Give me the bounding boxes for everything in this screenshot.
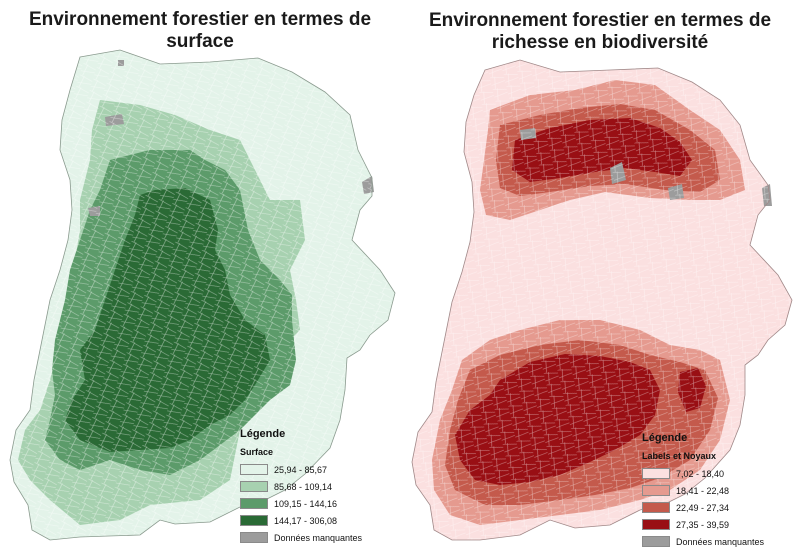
legend-swatch bbox=[240, 464, 268, 475]
choropleth-map-biodiversity bbox=[411, 59, 793, 541]
legend-label: 144,17 - 306,08 bbox=[274, 515, 338, 526]
legend-row: 7,02 - 18,40 bbox=[642, 465, 764, 482]
legend-label: 109,15 - 144,16 bbox=[274, 498, 338, 509]
legend-swatch bbox=[642, 502, 670, 513]
legend-label: Données manquantes bbox=[676, 536, 765, 547]
legend-row: 109,15 - 144,16 bbox=[240, 495, 362, 512]
legend-row: 25,94 - 85,67 bbox=[240, 461, 362, 478]
legend-swatch bbox=[240, 515, 268, 526]
legend-swatch bbox=[240, 481, 268, 492]
legend-label: 25,94 - 85,67 bbox=[274, 464, 328, 475]
legend-swatch bbox=[240, 498, 268, 509]
map-title-line1: Environnement forestier en termes de sur… bbox=[28, 9, 372, 52]
map-panel-surface: Environnement forestier en termes de sur… bbox=[0, 9, 400, 546]
legend-row: 85,68 - 109,14 bbox=[240, 478, 362, 495]
map-title: Environnement forestier en termes de sur… bbox=[0, 9, 400, 53]
legend-row: 22,49 - 27,34 bbox=[642, 499, 764, 516]
legend-row: Données manquantes bbox=[642, 533, 764, 550]
legend-row: 18,41 - 22,48 bbox=[642, 482, 764, 499]
legend-label: 85,68 - 109,14 bbox=[274, 481, 333, 492]
legend-title: Légende bbox=[642, 432, 688, 444]
legend-label: 18,41 - 22,48 bbox=[676, 485, 730, 496]
legend-label: Données manquantes bbox=[274, 532, 363, 543]
map-title-line2: richesse en biodiversité bbox=[491, 32, 709, 53]
legend-label: 22,49 - 27,34 bbox=[676, 502, 730, 513]
map-legend: Légende Labels et Noyaux 7,02 - 18,40 18… bbox=[642, 432, 764, 550]
legend-subtitle: Surface bbox=[240, 447, 274, 457]
legend-swatch bbox=[642, 468, 670, 479]
legend-swatch bbox=[642, 485, 670, 496]
legend-swatch bbox=[240, 532, 268, 543]
map-panel-biodiversity: Environnement forestier en termes de ric… bbox=[400, 0, 800, 557]
legend-subtitle: Labels et Noyaux bbox=[642, 451, 717, 461]
legend-row: Données manquantes bbox=[240, 529, 362, 546]
legend-swatch bbox=[642, 536, 670, 547]
legend-swatch bbox=[642, 519, 670, 530]
legend-title: Légende bbox=[240, 428, 286, 440]
legend-label: 7,02 - 18,40 bbox=[676, 468, 725, 479]
legend-row: 27,35 - 39,59 bbox=[642, 516, 764, 533]
map-title-line1: Environnement forestier en termes de bbox=[428, 10, 772, 31]
choropleth-map-surface bbox=[9, 49, 396, 541]
legend-label: 27,35 - 39,59 bbox=[676, 519, 730, 530]
map-legend: Légende Surface 25,94 - 85,67 85,68 - 10… bbox=[240, 428, 362, 546]
legend-row: 144,17 - 306,08 bbox=[240, 512, 362, 529]
map-title: Environnement forestier en termes de ric… bbox=[400, 10, 800, 54]
